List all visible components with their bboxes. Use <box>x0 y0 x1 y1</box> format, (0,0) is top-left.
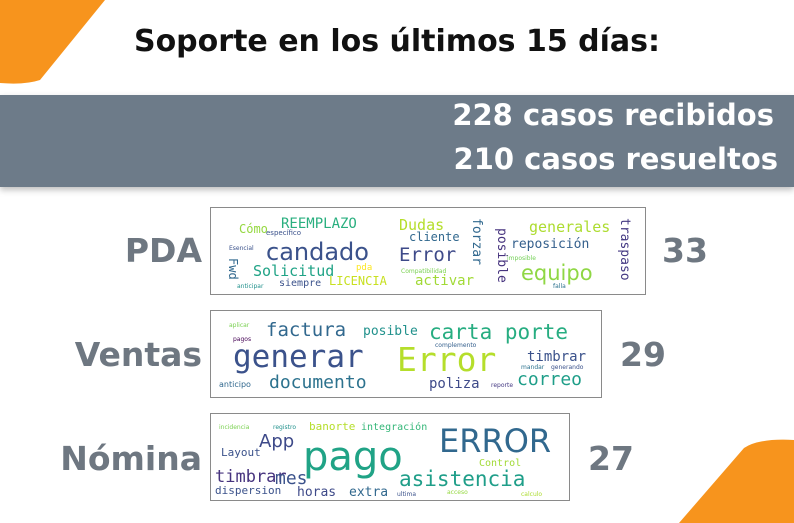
word-mandar: mandar <box>521 364 545 371</box>
word-falla: falla <box>553 283 566 290</box>
word-layout: Layout <box>221 446 261 459</box>
word-aplicar: aplicar <box>229 322 250 329</box>
orange-corner-bottom-right <box>674 438 794 523</box>
word-equipo: equipo <box>521 261 593 285</box>
word-ultima: ultima <box>397 491 416 498</box>
word-timbrar: timbrar <box>527 349 586 365</box>
word-banorte: banorte <box>309 420 355 433</box>
word-forzar: forzar <box>469 218 484 265</box>
wordcloud-nomina-svg: pago ERROR App Layout timbrar mes asiste… <box>211 414 569 500</box>
word-generando: generando <box>551 364 584 371</box>
word-error: Error <box>399 244 456 266</box>
category-count-pda: 33 <box>662 231 708 270</box>
word-compatibilidad: Compatibilidad <box>401 268 447 275</box>
word-siempre: siempre <box>279 278 321 289</box>
word-generar: generar <box>233 339 364 375</box>
wordcloud-ventas-svg: generar Error factura posible carta port… <box>211 311 601 397</box>
word-carta-porte: carta porte <box>429 320 568 344</box>
page-title: Soporte en los últimos 15 días: <box>0 24 794 59</box>
category-label-ventas: Ventas <box>40 335 202 374</box>
word-factura: factura <box>266 319 346 341</box>
word-asistencia: asistencia <box>399 467 525 491</box>
word-pago: pago <box>303 434 403 480</box>
cases-received-text: 228 casos recibidos <box>452 98 774 132</box>
wordcloud-pda-svg: candado equipo Error REEMPLAZO Dudas gen… <box>211 208 645 294</box>
category-count-nomina: 27 <box>588 439 634 478</box>
cases-resolved-text: 210 casos resueltos <box>454 142 778 176</box>
word-reporte: reporte <box>491 382 513 389</box>
wordcloud-pda: candado equipo Error REEMPLAZO Dudas gen… <box>210 207 646 295</box>
word-traspaso: traspaso <box>617 218 632 281</box>
word-reposicion: reposición <box>511 237 589 252</box>
word-cliente: cliente <box>409 230 460 244</box>
word-acceso: acceso <box>447 489 468 496</box>
category-count-ventas: 29 <box>620 335 666 374</box>
word-como: Cómo <box>239 222 268 236</box>
word-activar: activar <box>415 273 474 289</box>
word-poliza: poliza <box>429 376 480 392</box>
word-app: App <box>259 431 294 452</box>
word-complemento: complemento <box>435 342 477 349</box>
category-label-pda: PDA <box>100 231 202 270</box>
word-anticipo: anticipo <box>219 380 251 389</box>
word-integracion: integración <box>361 421 427 433</box>
word-imposible: imposible <box>507 255 536 262</box>
word-error: ERROR <box>439 422 551 460</box>
word-horas: horas <box>297 485 336 500</box>
word-pagos: pagos <box>233 336 251 343</box>
word-correo: correo <box>517 369 582 390</box>
word-incidencia: incidencia <box>219 424 250 431</box>
word-licencia: LICENCIA <box>329 274 388 288</box>
wordcloud-ventas: generar Error factura posible carta port… <box>210 310 602 398</box>
word-posible: posible <box>363 324 418 339</box>
summary-banner: 228 casos recibidos 210 casos resueltos <box>0 95 794 187</box>
word-generales: generales <box>529 218 610 236</box>
word-calculo: calculo <box>521 491 542 498</box>
word-documento: documento <box>269 372 367 393</box>
category-label-nomina: Nómina <box>20 439 202 478</box>
word-fwd: Fwd <box>226 258 240 280</box>
wordcloud-nomina: pago ERROR App Layout timbrar mes asiste… <box>210 413 570 501</box>
word-pda: pda <box>356 263 372 273</box>
word-especifico: específico <box>266 229 301 237</box>
word-anticipar: anticipar <box>237 283 264 290</box>
word-extra: extra <box>349 485 388 500</box>
word-dispersion: dispersion <box>215 484 281 497</box>
word-esencial: Esencial <box>229 245 254 252</box>
word-control: Control <box>479 458 521 469</box>
word-registro: registro <box>273 424 296 431</box>
